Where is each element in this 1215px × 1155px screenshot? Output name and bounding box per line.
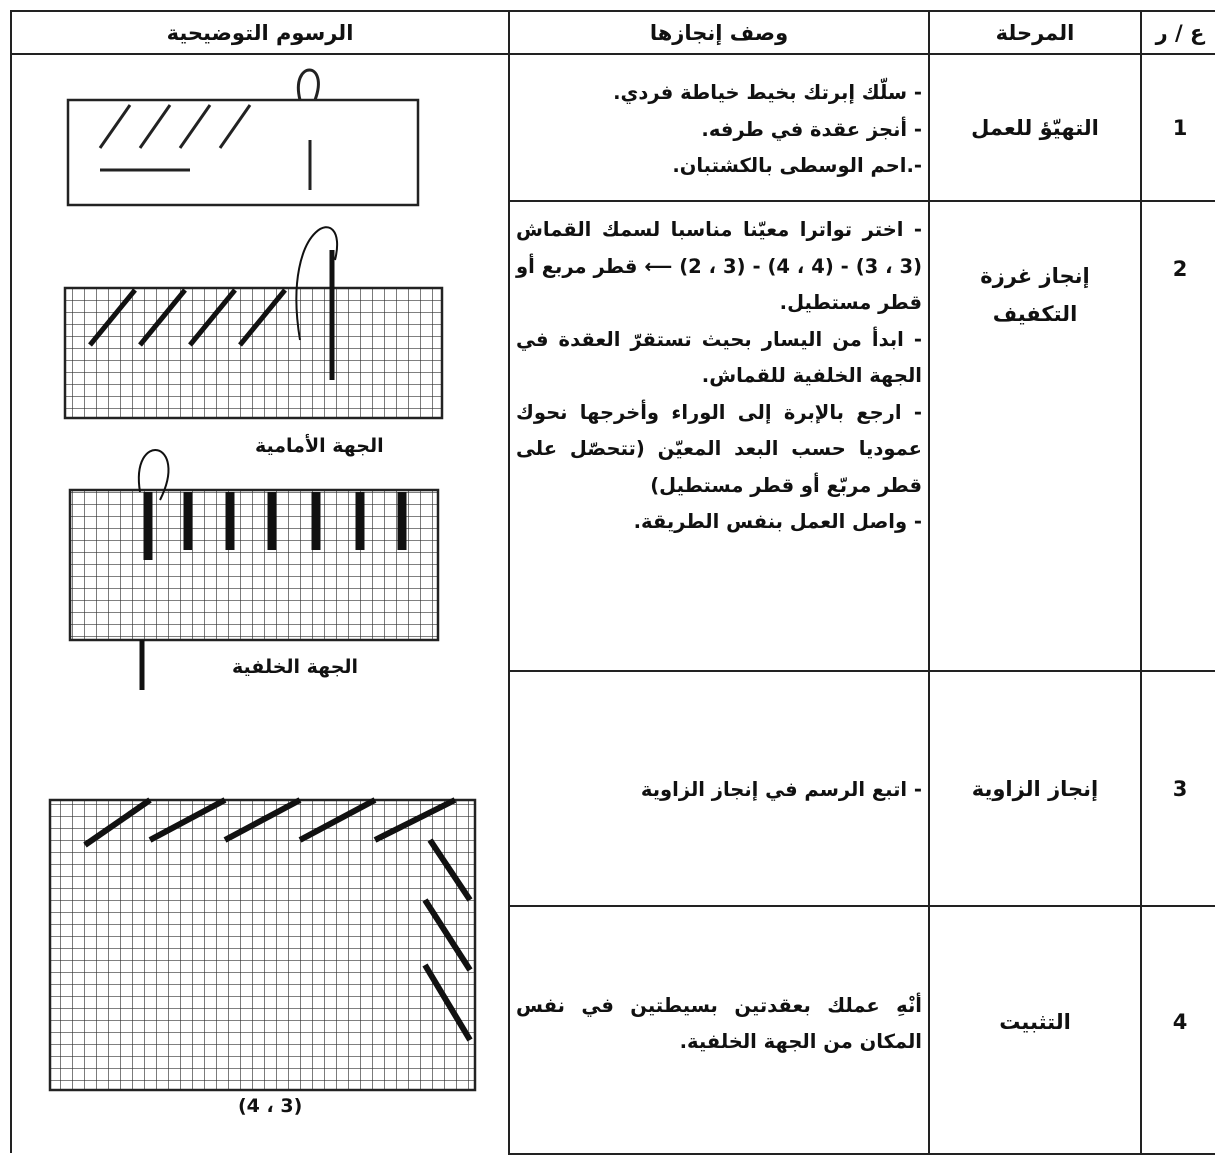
step: - ارجع بالإبرة إلى الوراء وأخرجها نحوك ع… [516,400,922,497]
fabric [66,98,420,207]
stitches [98,68,320,190]
description: أنْهِ عملك بعقدتين بسيطتين في نفس المكان… [508,905,930,1155]
row-number: 3 [1140,670,1215,907]
step: - واصل العمل بنفس الطريقة. [633,510,922,533]
grid-fabric [48,798,477,1092]
row-number: 4 [1140,905,1215,1155]
stage: إنجاز الزاوية [928,670,1142,907]
step: -.احم الوسطى بالكشتبان. [672,154,922,177]
stitches [83,797,473,1042]
caption: (4 ، 3) [238,1095,303,1117]
stitches [88,226,339,380]
stage: التهيّؤ للعمل [928,53,1142,202]
header-cell: المرحلة [928,10,1142,55]
illustration-cell [10,53,510,1153]
stage: إنجاز غرزة التكفيف [928,200,1142,672]
header-cell: الرسوم التوضيحية [10,10,510,55]
step: - أنجز عقدة في طرفه. [701,117,922,141]
description: - اختر تواترا معيّنا مناسبا لسمك القماش … [508,200,930,672]
caption: الجهة الخلفية [232,656,359,678]
header-cell: وصف إنجازها [508,10,930,55]
stitches [137,449,407,690]
grid-fabric [68,488,440,642]
description: - سلّك إبرتك بخيط خياطة فردي. - أنجز عقد… [508,53,930,202]
step: - اختر تواترا معيّنا مناسبا لسمك القماش … [516,218,922,314]
stage: التثبيت [928,905,1142,1155]
grid-fabric [63,286,444,420]
step: - سلّك إبرتك بخيط خياطة فردي. [613,81,922,104]
step: أنْهِ عملك بعقدتين بسيطتين في نفس المكان… [516,993,922,1054]
row-number: 1 [1140,53,1215,202]
row-number: 2 [1140,200,1215,672]
caption: الجهة الأمامية [255,435,384,457]
step: - ابدأ من اليسار بحيث تستقرّ العقدة في ا… [516,327,922,388]
step: - اتبع الرسم في إنجاز الزاوية [640,778,922,802]
description: - اتبع الرسم في إنجاز الزاوية [508,670,930,907]
header-cell: ع / ر [1140,10,1215,55]
